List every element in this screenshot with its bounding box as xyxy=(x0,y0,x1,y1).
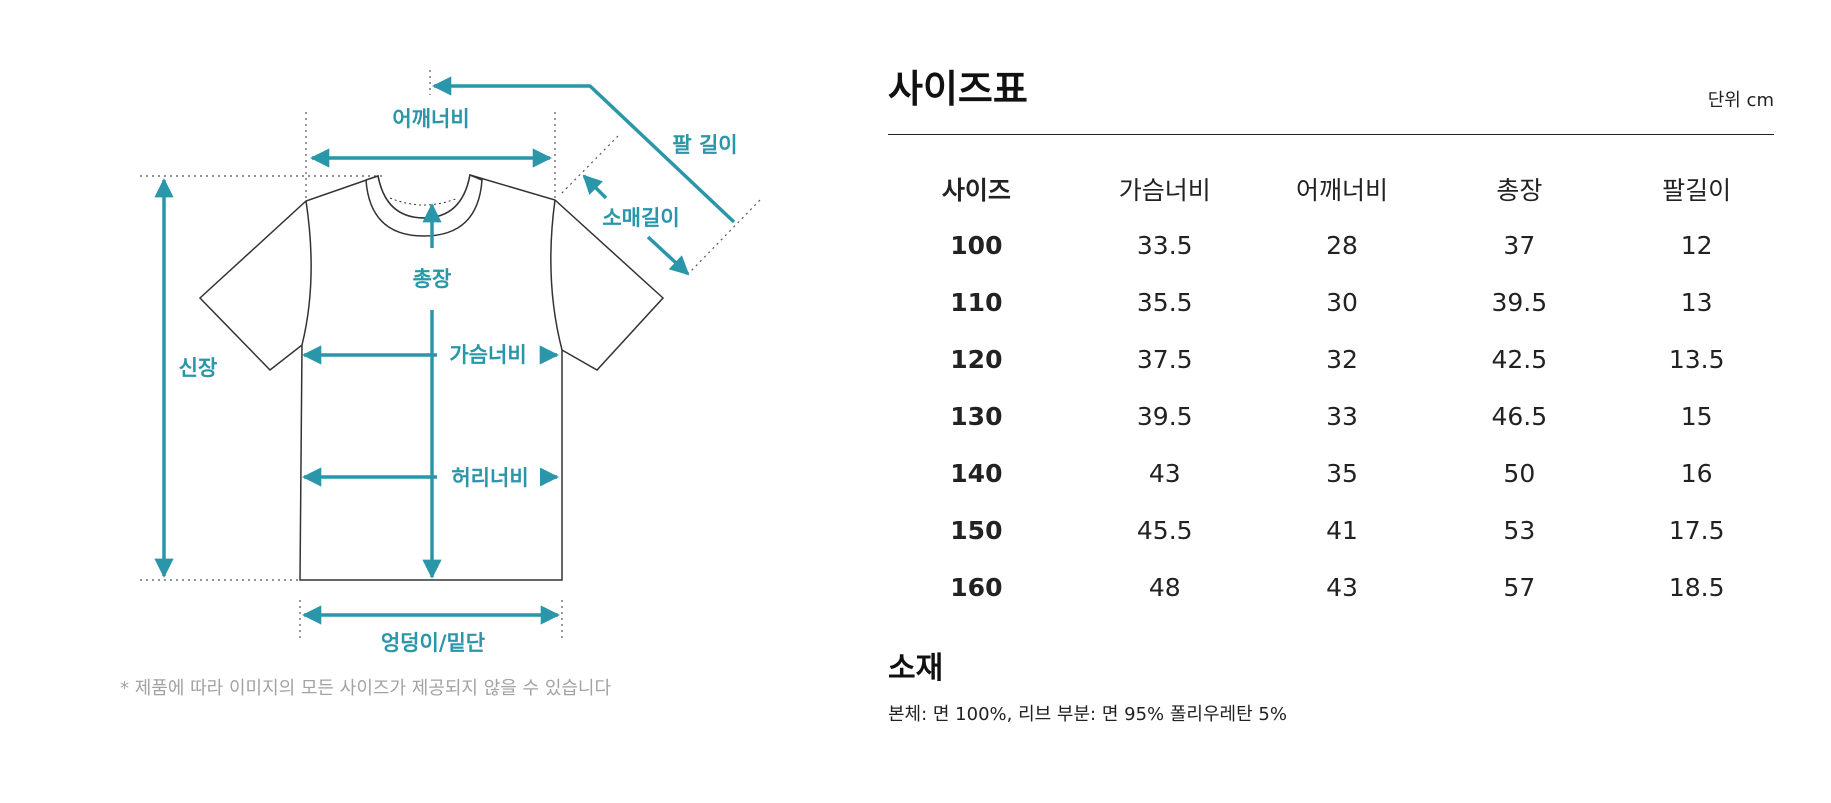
table-row: 140 43 35 50 16 xyxy=(888,445,1774,502)
cell-arm-length: 13.5 xyxy=(1668,345,1725,374)
label-height: 신장 xyxy=(179,356,218,380)
cell-chest: 33.5 xyxy=(1136,231,1193,260)
cell-arm-length: 15 xyxy=(1680,402,1713,431)
cell-total-length: 39.5 xyxy=(1491,288,1548,317)
material-title: 소재 xyxy=(888,651,944,686)
material-text: 본체: 면 100%, 리브 부분: 면 95% 폴리우레탄 5% xyxy=(888,704,1287,725)
cell-size: 150 xyxy=(950,516,1003,545)
cell-chest: 37.5 xyxy=(1136,345,1193,374)
cell-size: 120 xyxy=(950,345,1003,374)
label-arm-length: 팔 길이 xyxy=(672,133,737,157)
unit-label: 단위 cm xyxy=(1707,90,1774,111)
cell-chest: 45.5 xyxy=(1136,516,1193,545)
header-chest: 가슴너비 xyxy=(1118,175,1211,205)
cell-arm-length: 12 xyxy=(1680,231,1713,260)
tshirt-measurement-diagram: 어깨너비 팔 길이 소매길이 총장 가슴너비 허리너비 신장 엉덩이/밑단 xyxy=(140,70,761,655)
cell-total-length: 57 xyxy=(1503,573,1536,602)
cell-size: 160 xyxy=(950,573,1003,602)
table-row: 110 35.5 30 39.5 13 xyxy=(888,274,1774,331)
table-row: 120 37.5 32 42.5 13.5 xyxy=(888,331,1774,388)
cell-arm-length: 17.5 xyxy=(1668,516,1725,545)
cell-shoulder: 41 xyxy=(1326,516,1358,545)
diagram-note: * 제품에 따라 이미지의 모든 사이즈가 제공되지 않을 수 있습니다 xyxy=(120,678,612,699)
label-total-length: 총장 xyxy=(413,267,452,291)
header-shoulder: 어깨너비 xyxy=(1296,175,1389,205)
cell-shoulder: 35 xyxy=(1326,459,1358,488)
cell-chest: 35.5 xyxy=(1136,288,1193,317)
header-total-length: 총장 xyxy=(1496,175,1543,205)
cell-arm-length: 16 xyxy=(1680,459,1713,488)
cell-chest: 43 xyxy=(1148,459,1181,488)
table-row: 160 48 43 57 18.5 xyxy=(888,559,1774,616)
cell-total-length: 42.5 xyxy=(1491,345,1548,374)
size-chart-title: 사이즈표 xyxy=(888,67,1028,111)
cell-size: 130 xyxy=(950,402,1003,431)
cell-chest: 39.5 xyxy=(1136,402,1193,431)
measurement-arrows xyxy=(154,76,736,625)
cell-size: 110 xyxy=(950,288,1003,317)
table-row: 150 45.5 41 53 17.5 xyxy=(888,502,1774,559)
size-table: 사이즈 가슴너비 어깨너비 총장 팔길이 100 33.5 28 37 12 1… xyxy=(888,160,1774,616)
guide-lines xyxy=(140,70,761,640)
title-divider xyxy=(888,134,1774,135)
cell-shoulder: 43 xyxy=(1326,573,1358,602)
header-arm-length: 팔길이 xyxy=(1662,175,1732,205)
table-row: 130 39.5 33 46.5 15 xyxy=(888,388,1774,445)
cell-total-length: 37 xyxy=(1503,231,1536,260)
label-chest-width: 가슴너비 xyxy=(449,343,526,367)
cell-total-length: 50 xyxy=(1503,459,1536,488)
cell-total-length: 53 xyxy=(1503,516,1536,545)
cell-arm-length: 13 xyxy=(1680,288,1713,317)
header-size: 사이즈 xyxy=(941,175,1011,205)
table-row: 100 33.5 28 37 12 xyxy=(888,217,1774,274)
label-hem: 엉덩이/밑단 xyxy=(381,631,485,655)
cell-shoulder: 33 xyxy=(1326,402,1358,431)
cell-size: 100 xyxy=(950,231,1003,260)
cell-shoulder: 28 xyxy=(1326,231,1358,260)
cell-arm-length: 18.5 xyxy=(1668,573,1725,602)
label-shoulder-width: 어깨너비 xyxy=(392,107,469,131)
cell-total-length: 46.5 xyxy=(1491,402,1548,431)
cell-shoulder: 32 xyxy=(1326,345,1358,374)
label-sleeve-length: 소매길이 xyxy=(602,206,679,230)
cell-chest: 48 xyxy=(1148,573,1181,602)
table-header-row: 사이즈 가슴너비 어깨너비 총장 팔길이 xyxy=(888,160,1774,217)
cell-size: 140 xyxy=(950,459,1003,488)
label-waist-width: 허리너비 xyxy=(451,466,528,490)
cell-shoulder: 30 xyxy=(1326,288,1358,317)
